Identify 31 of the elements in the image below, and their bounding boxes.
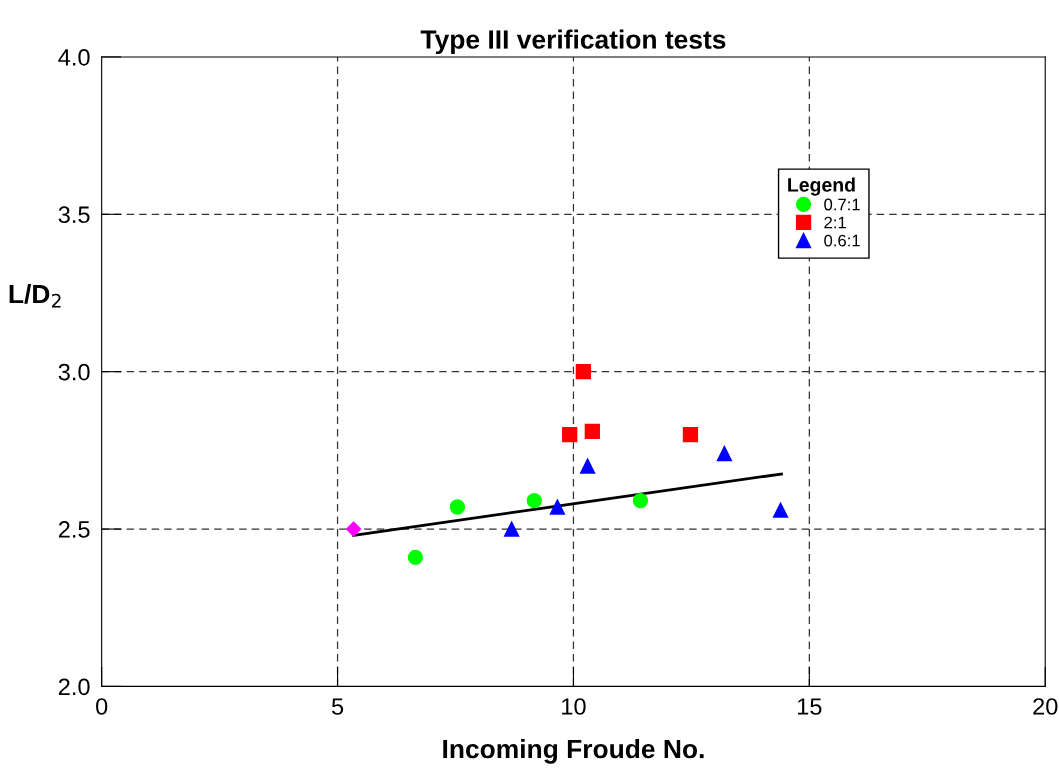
point (549, 499, 566, 515)
point (682, 426, 699, 443)
y-tick-label: 3.5 (58, 206, 90, 224)
x-tick-label: 5 (331, 698, 344, 715)
y-tick-label: 2.0 (58, 678, 90, 696)
point (579, 458, 596, 474)
x-axis-title: Incoming Froude No. (443, 738, 704, 764)
point (504, 521, 520, 537)
point (346, 521, 362, 537)
point (526, 493, 542, 509)
legend-title: Legend (788, 177, 855, 196)
point (772, 502, 789, 518)
chart-title: Type III verification tests (420, 29, 726, 55)
point (575, 364, 591, 380)
point (407, 549, 424, 566)
y-axis-title: L/D$_{2}$ (9, 283, 61, 308)
point (716, 445, 733, 462)
x-tick-label: 0 (96, 698, 108, 715)
legend-label: 2:1 (824, 216, 846, 229)
y-tick-label: 4.0 (58, 49, 90, 66)
legend-label: 0.6:1 (824, 234, 860, 247)
point (562, 426, 578, 443)
x-tick-label: 15 (798, 698, 822, 715)
point (449, 499, 466, 515)
y-tick-label: 3.0 (58, 363, 90, 381)
x-tick-label: 20 (1033, 698, 1058, 715)
y-tick-label: 2.5 (58, 521, 90, 538)
legend-label: 0.7:1 (824, 198, 860, 211)
point (632, 493, 649, 509)
x-tick-label: 10 (562, 698, 586, 715)
point (584, 423, 600, 440)
